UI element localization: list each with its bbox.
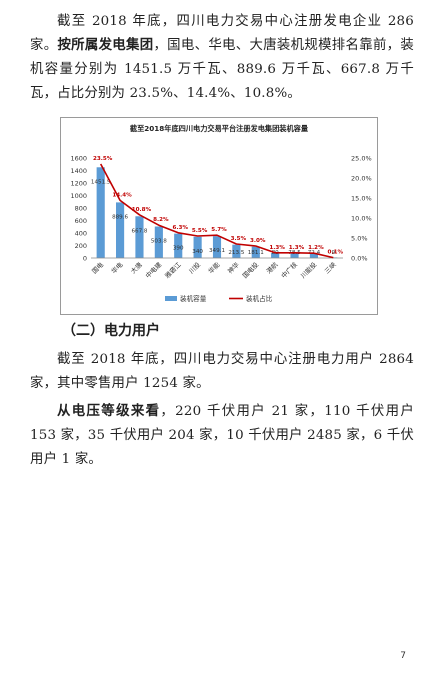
y-right-tick-label: 20.0% [351,175,372,183]
y-left-tick-label: 0 [83,255,87,263]
bar-国电 [96,167,105,258]
bar-川投 [193,236,202,258]
share-point-label: 14.4% [112,192,132,198]
y-right-tick-label: 25.0% [351,155,372,163]
voltage-lead-bold: 从电压等级来看 [57,404,161,419]
group-text: ，国电、华电、大唐装机规模排名靠前，装机容量分别为 1451.5 万千瓦、889… [30,38,414,101]
category-label: 华电 [109,260,125,276]
share-point-label: 1.2% [308,245,324,251]
category-label: 三峡 [322,260,338,276]
bar-华电 [116,202,125,258]
bar-value-label: 1451.5 [91,179,111,185]
share-point-label: 1.3% [289,245,305,251]
share-line [99,163,334,259]
bar-value-label: 213.5 [228,250,244,256]
bar-中广核 [290,253,299,258]
bar-value-label: 889.6 [112,214,128,220]
chart-title: 截至2018年底四川电力交易平台注册发电集团装机容量 [130,124,309,133]
category-label: 川能投 [298,260,318,280]
share-point-label: 3.0% [250,238,266,244]
group-lead-bold: 按所属发电集团 [57,38,154,53]
y-left-tick-label: 800 [75,205,87,213]
category-label: 雅砻江 [163,260,183,280]
share-point-label: 5.5% [192,228,208,234]
category-label: 国电 [90,260,106,276]
share-point-label: 0.1% [328,250,344,256]
share-point-label: 3.5% [231,236,247,242]
bar-雅砻江 [174,233,183,258]
intro-paragraph: 截至 2018 年底，四川电力交易中心注册发电企业 286 家。按所属发电集团，… [30,10,414,106]
legend-label-share: 装机占比 [246,294,273,303]
legend-swatch-capacity [165,296,177,301]
y-left-tick-label: 1600 [70,155,87,163]
share-point-label: 5.7% [211,227,227,233]
bar-华能 [212,236,222,258]
category-label: 川投 [187,260,203,276]
share-point-label: 8.2% [153,217,169,223]
users-paragraph: 截至 2018 年底，四川电力交易中心注册电力用户 2864 家，其中零售用户 … [30,348,414,396]
category-label: 中电建 [143,260,163,280]
share-point-label: 6.3% [172,225,188,231]
users-text: 截至 2018 年底，四川电力交易中心注册电力用户 2864 家，其中零售用户 … [30,352,414,391]
y-left-tick-label: 1000 [70,192,87,200]
share-point-label: 1.3% [269,245,285,251]
bar-value-label: 340 [192,249,203,255]
bar-川能投 [309,253,318,258]
category-label: 中广核 [279,260,299,280]
bar-中电建 [154,226,163,258]
y-left-tick-label: 400 [75,230,87,238]
bar-value-label: 9 [332,250,336,256]
bar-value-label: 181.1 [248,250,264,256]
capacity-chart: 截至2018年底四川电力交易平台注册发电集团装机容量 0 200 400 600 800 1… [60,117,378,315]
bar-港航 [271,253,280,258]
category-label: 神华 [225,260,241,276]
category-label: 港航 [264,260,280,276]
bar-value-label: 667.8 [131,228,147,234]
y-right-tick-label: 15.0% [351,195,372,203]
y-right-tick-label: 5.0% [351,235,368,243]
bar-value-label: 349.1 [209,248,225,254]
y-right-tick-label: 10.0% [351,215,372,223]
voltage-text: ，220 千伏用户 21 家，110 千伏用户 153 家，35 千伏用户 20… [30,404,414,467]
share-point-label: 23.5% [93,156,113,162]
share-point-label: 10.8% [132,207,152,213]
category-label: 大唐 [128,260,144,276]
y-left-tick-label: 200 [75,242,87,250]
bar-神华 [232,244,241,258]
intro-text: 截至 2018 年底，四川电力交易中心注册发电企业 286 家。 [30,14,414,53]
section-heading: （二）电力用户 [62,323,160,339]
legend-label-capacity: 装机容量 [180,294,207,303]
bar-国电投 [251,246,260,258]
chart-svg: 截至2018年底四川电力交易平台注册发电集团装机容量 0 200 400 600 800 1… [70,124,372,303]
y-left-tick-label: 600 [75,217,87,225]
bar-value-label: 503.8 [151,239,167,245]
voltage-paragraph: 从电压等级来看，220 千伏用户 21 家，110 千伏用户 153 家，35 … [30,400,414,472]
category-label: 国电投 [240,260,260,280]
category-label: 华能 [206,260,222,276]
y-left-tick-label: 1400 [70,167,87,175]
y-right-tick-label: 0.0% [351,255,368,263]
page-number: 7 [400,651,406,661]
bar-value-label: 390 [173,246,184,252]
y-left-tick-label: 1200 [70,180,87,188]
bar-大唐 [135,216,144,258]
